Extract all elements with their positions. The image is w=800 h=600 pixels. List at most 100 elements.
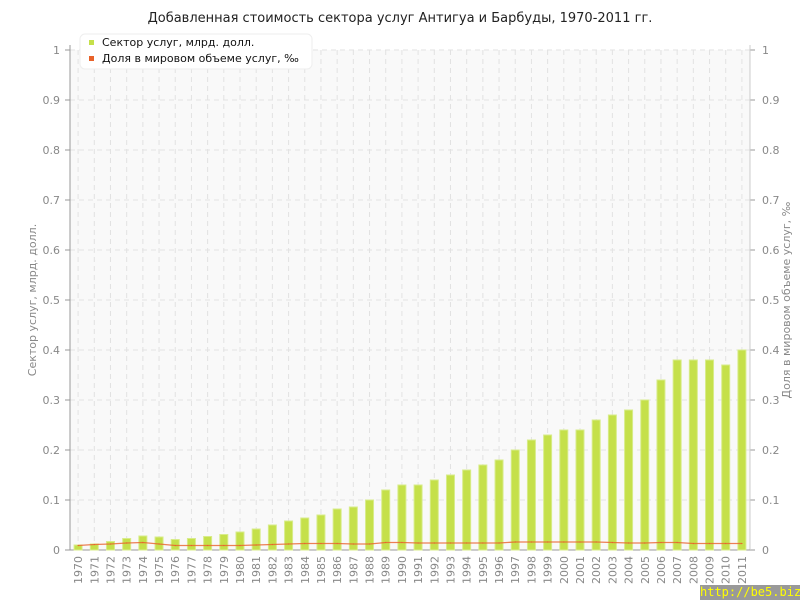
line-point-1993: [449, 542, 452, 544]
line-point-1994: [466, 542, 468, 544]
line-point-1975: [158, 543, 160, 545]
x-tick-label: 1994: [461, 556, 474, 584]
line-point-1984: [304, 542, 306, 545]
y2-tick-label: 0.3: [762, 394, 780, 407]
y-tick-label: 0.9: [43, 94, 61, 107]
legend: [79, 33, 313, 70]
y-tick-label: 0.8: [43, 144, 61, 157]
bar-2006: [656, 379, 666, 551]
line-point-1978: [207, 544, 209, 547]
line-point-2004: [627, 542, 630, 544]
x-tick-label: 2000: [558, 556, 571, 584]
line-point-2000: [563, 541, 565, 543]
x-tick-label: 1996: [493, 556, 506, 584]
x-tick-label: 1993: [444, 556, 457, 584]
line-point-1988: [368, 543, 371, 545]
y2-tick-label: 0.8: [762, 144, 780, 157]
y-tick-label: 1: [53, 44, 60, 57]
x-tick-label: 1986: [331, 556, 344, 584]
watermark: http://be5.biz: [700, 585, 800, 600]
line-point-1987: [352, 543, 354, 545]
y2-axis-label: Доля в мировом объеме услуг, ‰: [780, 201, 793, 398]
line-point-1971: [93, 543, 95, 546]
bar-1990: [397, 484, 407, 551]
y-tick-label: 0.4: [43, 344, 61, 357]
bar-1995: [478, 464, 488, 551]
line-point-1972: [109, 543, 112, 545]
bar-2001: [575, 429, 585, 551]
bar-1984: [300, 517, 310, 551]
bar-1985: [316, 514, 326, 551]
y-tick-label: 0.1: [43, 494, 61, 507]
bar-2009: [705, 359, 715, 551]
x-tick-label: 1974: [137, 556, 150, 584]
line-point-2010: [725, 542, 727, 545]
legend-swatch-bars: [89, 40, 94, 45]
x-tick-label: 2009: [704, 556, 717, 584]
y-tick-label: 0.5: [43, 294, 61, 307]
x-tick-label: 1991: [412, 556, 425, 584]
line-point-1989: [385, 541, 387, 544]
line-point-1999: [547, 541, 549, 543]
x-tick-label: 1975: [153, 556, 166, 584]
x-tick-label: 2011: [736, 556, 749, 584]
line-point-1985: [320, 542, 322, 545]
line-point-2007: [676, 541, 678, 544]
y-tick-label: 0: [53, 544, 60, 557]
bar-1994: [462, 469, 472, 551]
x-tick-label: 1998: [525, 556, 538, 584]
bar-1998: [526, 439, 536, 551]
bar-1991: [413, 484, 423, 551]
line-point-2011: [741, 542, 743, 545]
x-tick-label: 2007: [671, 556, 684, 584]
share-line: [78, 541, 742, 547]
x-tick-label: 1999: [542, 556, 555, 584]
line-point-1981: [255, 544, 257, 546]
x-tick-label: 1988: [364, 556, 377, 584]
y-tick-label: 0.7: [43, 194, 61, 207]
line-point-1979: [223, 544, 225, 547]
bar-1989: [381, 489, 391, 551]
x-tick-label: 1979: [218, 556, 231, 584]
bar-1987: [348, 506, 358, 551]
x-tick-label: 1972: [104, 556, 117, 584]
bar-1986: [332, 508, 342, 551]
line-point-1974: [142, 541, 144, 544]
x-tick-label: 1977: [185, 556, 198, 584]
line-point-1991: [417, 542, 419, 544]
line-point-2006: [660, 541, 662, 544]
x-tick-label: 2010: [720, 556, 733, 584]
y-tick-label: 0.2: [43, 444, 61, 457]
line-point-1996: [498, 542, 500, 544]
y2-tick-label: 0: [762, 544, 769, 557]
x-tick-label: 2006: [655, 556, 668, 584]
x-tick-label: 1997: [509, 556, 522, 584]
x-tick-label: 1978: [202, 556, 215, 584]
y2-tick-label: 0.6: [762, 244, 780, 257]
legend-label-line: Доля в мировом объеме услуг, ‰: [102, 52, 299, 65]
bar-2000: [559, 429, 569, 551]
line-point-1995: [482, 542, 484, 544]
bar-2005: [640, 399, 650, 551]
y2-tick-label: 0.7: [762, 194, 780, 207]
bar-2011: [737, 349, 747, 551]
line-point-2003: [611, 541, 613, 544]
x-tick-label: 2004: [623, 556, 636, 584]
x-tick-label: 1973: [121, 556, 134, 584]
x-tick-label: 2008: [687, 556, 700, 584]
bar-1979: [219, 534, 229, 551]
bar-2007: [672, 359, 682, 551]
line-point-2002: [595, 541, 597, 543]
bar-1972: [105, 541, 115, 551]
x-tick-label: 2003: [606, 556, 619, 584]
x-tick-label: 1987: [347, 556, 360, 584]
line-point-2008: [692, 542, 694, 545]
x-tick-label: 1983: [283, 556, 296, 584]
plot-area: [70, 50, 750, 550]
y-tick-label: 0.3: [43, 394, 61, 407]
y2-tick-label: 0.1: [762, 494, 780, 507]
line-point-1970: [77, 544, 79, 547]
x-tick-label: 1981: [250, 556, 263, 584]
line-point-1990: [401, 541, 403, 544]
y2-tick-label: 0.2: [762, 444, 780, 457]
